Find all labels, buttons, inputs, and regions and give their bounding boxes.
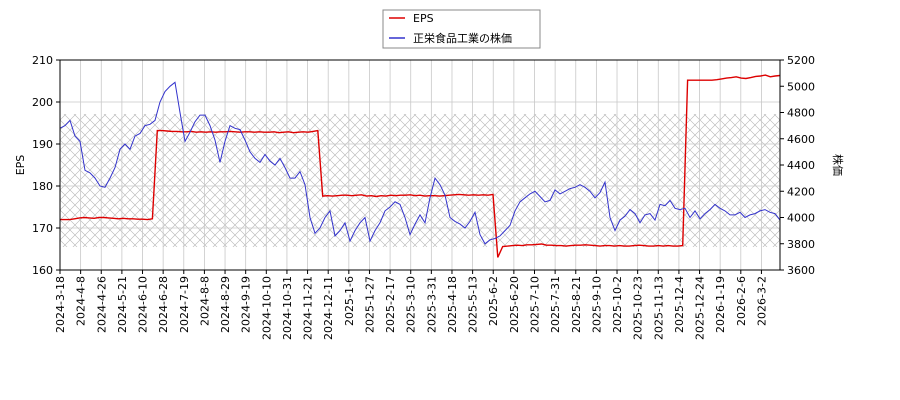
x-tick-label: 2025-10-2 (611, 276, 624, 333)
x-tick-label: 2025-3-31 (425, 276, 438, 333)
left-tick-label: 180 (32, 180, 53, 193)
x-tick-label: 2024-11-21 (302, 276, 315, 340)
right-axis-label: 株価 (831, 154, 845, 176)
left-axis: 160 170 180 190 200 210 (32, 54, 60, 277)
x-tick-label: 2025-12-24 (694, 276, 707, 340)
x-tick-label: 2025-6-2 (487, 276, 500, 326)
x-tick-label: 2024-10-10 (260, 276, 273, 340)
right-tick-label: 3800 (787, 238, 815, 251)
right-tick-label: 4000 (787, 212, 815, 225)
x-tick-label: 2026-3-2 (755, 276, 768, 326)
x-tick-label: 2024-9-19 (240, 276, 253, 333)
left-tick-label: 160 (32, 264, 53, 277)
right-tick-label: 3600 (787, 264, 815, 277)
x-tick-label: 2025-9-10 (590, 276, 603, 333)
x-tick-label: 2025-6-20 (508, 276, 521, 333)
legend-price-label: 正栄食品工業の株価 (413, 31, 512, 45)
x-tick-label: 2025-3-10 (405, 276, 418, 333)
x-tick-label: 2026-1-19 (714, 276, 727, 333)
legend-box (382, 9, 541, 49)
right-tick-label: 4800 (787, 107, 815, 120)
x-tick-label: 2024-4-8 (75, 276, 88, 326)
right-tick-label: 4400 (787, 159, 815, 172)
x-tick-label: 2024-4-26 (95, 276, 108, 333)
x-tick-label: 2025-1-6 (343, 276, 356, 326)
x-tick-label: 2024-6-28 (157, 276, 170, 333)
legend-eps-label: EPS (413, 12, 434, 25)
right-axis: 3600 3800 4000 4200 4400 4600 4800 5000 5200 (780, 54, 815, 277)
x-axis: 2024-3-18 2024-4-8 2024-4-26 2024-5-21 2024-… (54, 270, 768, 340)
left-tick-label: 200 (32, 96, 53, 109)
series-layer (59, 74, 781, 258)
left-tick-label: 170 (32, 222, 53, 235)
left-tick-label: 210 (32, 54, 53, 67)
legend: EPS 正栄食品工業の株価 (382, 9, 541, 49)
x-tick-label: 2025-4-18 (446, 276, 459, 333)
right-tick-label: 4200 (787, 185, 815, 198)
x-tick-label: 2024-8-29 (219, 276, 232, 333)
right-tick-label: 4600 (787, 133, 815, 146)
x-tick-label: 2025-10-23 (632, 276, 645, 340)
x-tick-label: 2025-8-21 (570, 276, 583, 333)
x-tick-label: 2024-12-11 (322, 276, 335, 340)
x-tick-label: 2025-12-4 (673, 276, 686, 333)
left-axis-label: EPS (14, 155, 27, 176)
right-tick-label: 5000 (787, 80, 815, 93)
x-tick-label: 2024-8-8 (198, 276, 211, 326)
right-tick-label: 5200 (787, 54, 815, 67)
x-tick-label: 2025-7-31 (549, 276, 562, 333)
x-tick-label: 2025-5-13 (467, 276, 480, 333)
plot-area (59, 59, 781, 271)
x-tick-label: 2024-5-21 (116, 276, 129, 333)
x-tick-label: 2025-1-27 (363, 276, 376, 333)
stock-price-series-line (59, 81, 781, 245)
eps-series-line (60, 74, 781, 258)
left-tick-label: 190 (32, 138, 53, 151)
x-tick-label: 2024-7-19 (178, 276, 191, 333)
x-tick-label: 2025-7-10 (528, 276, 541, 333)
x-tick-label: 2024-10-31 (281, 276, 294, 340)
x-tick-label: 2024-6-10 (137, 276, 150, 333)
x-tick-label: 2025-2-17 (384, 276, 397, 333)
x-tick-label: 2025-11-13 (652, 276, 665, 340)
x-tick-label: 2024-3-18 (54, 276, 67, 333)
shaded-band (60, 114, 780, 247)
x-tick-label: 2026-2-6 (735, 276, 748, 326)
